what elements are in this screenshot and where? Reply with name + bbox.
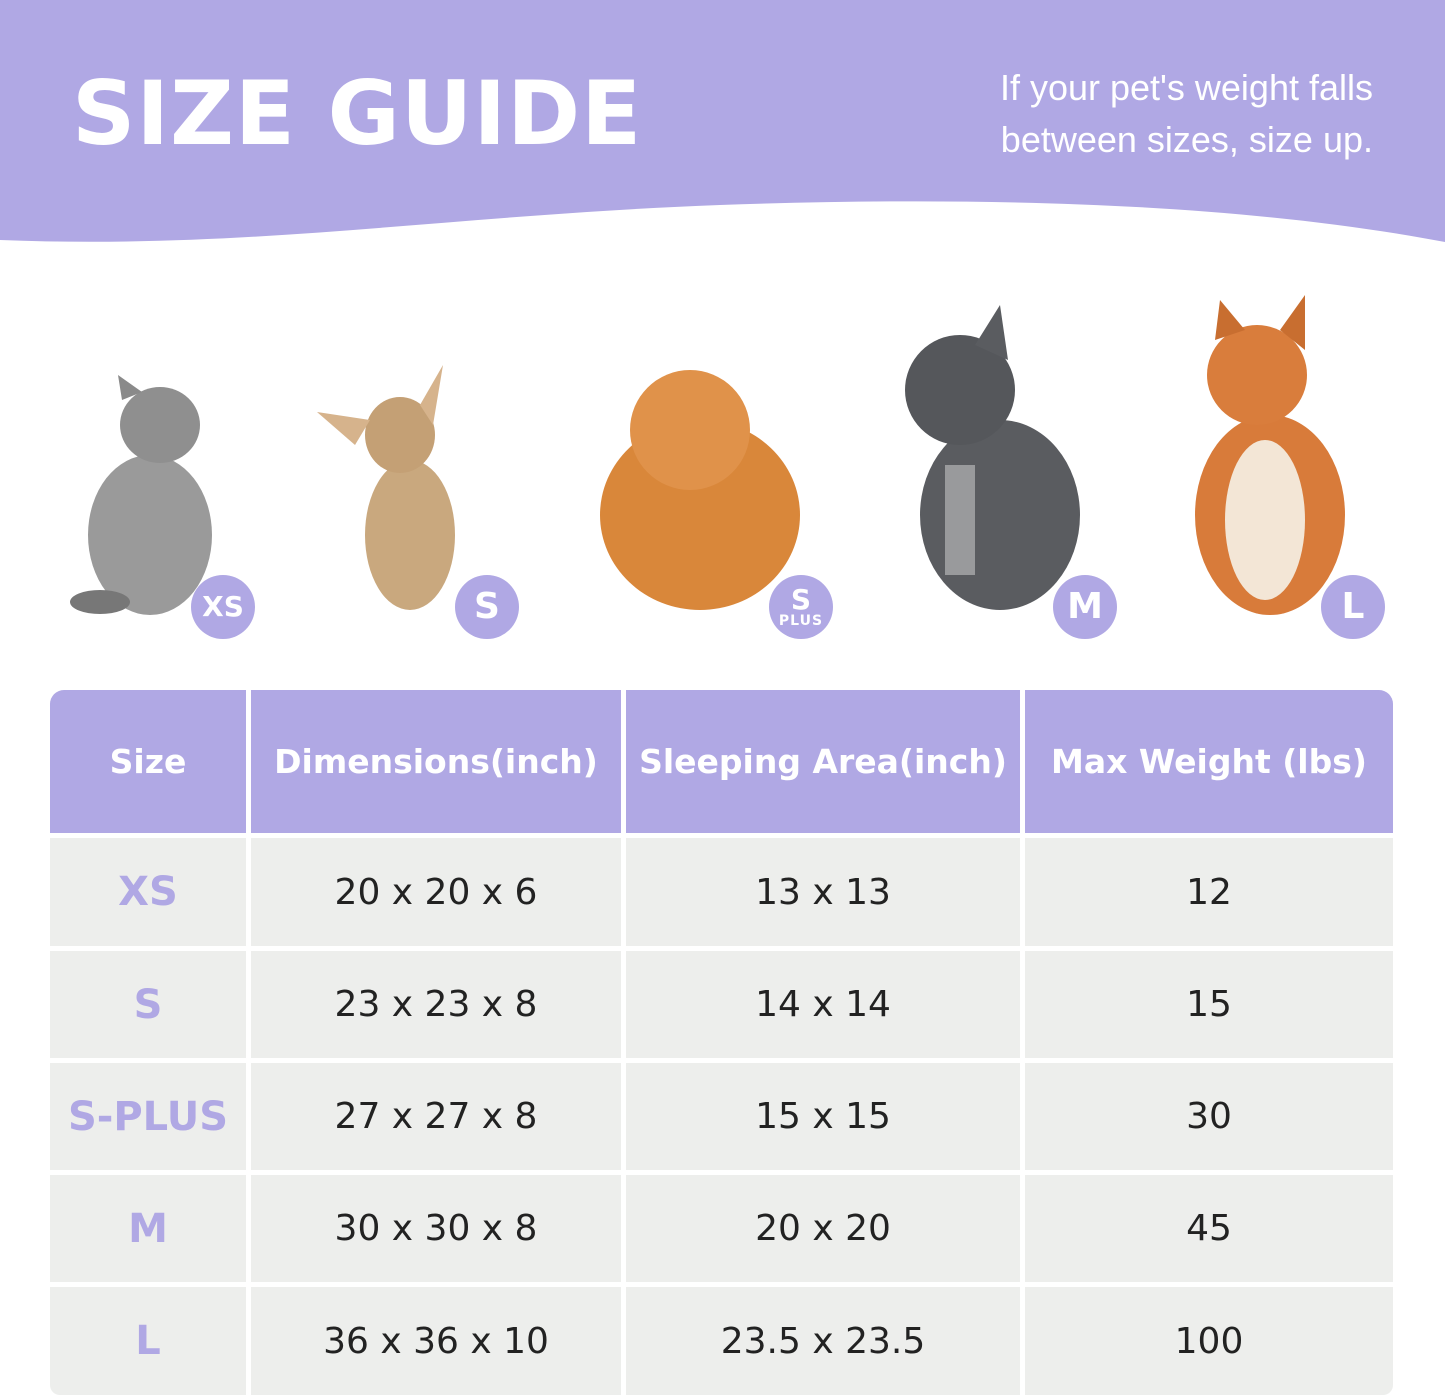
table-cell: 23.5 x 23.5 xyxy=(626,1287,1020,1395)
cat-image xyxy=(70,375,212,615)
table-cell: 12 xyxy=(1025,838,1393,946)
table-cell: 14 x 14 xyxy=(626,951,1020,1058)
size-badge-s: S xyxy=(455,575,519,639)
size-badge-l: L xyxy=(1321,575,1385,639)
note-line: between sizes, size up. xyxy=(1000,119,1373,160)
table-cell: 13 x 13 xyxy=(626,838,1020,946)
column-header: Sleeping Area(inch) xyxy=(626,690,1020,833)
size-cell: L xyxy=(50,1287,246,1395)
table-cell: 30 xyxy=(1025,1063,1393,1170)
pomeranian-image xyxy=(600,370,800,610)
table-cell: 100 xyxy=(1025,1287,1393,1395)
badge-label: XS xyxy=(202,590,244,623)
chihuahua-image xyxy=(317,365,455,610)
size-badge-s-plus: S PLUS xyxy=(769,575,833,639)
table-cell: 23 x 23 x 8 xyxy=(251,951,621,1058)
size-cell: S-PLUS xyxy=(50,1063,246,1170)
note-line: If your pet's weight falls xyxy=(999,67,1373,108)
badge-label: S xyxy=(474,586,500,627)
size-cell: M xyxy=(50,1175,246,1282)
table-cell: 45 xyxy=(1025,1175,1393,1282)
size-badge-xs: XS xyxy=(191,575,255,639)
page-title: SIZE GUIDE xyxy=(72,62,643,165)
table-cell: 15 x 15 xyxy=(626,1063,1020,1170)
table-cell: 20 x 20 x 6 xyxy=(251,838,621,946)
table-cell: 30 x 30 x 8 xyxy=(251,1175,621,1282)
badge-label: L xyxy=(1341,586,1365,627)
size-badge-m: M xyxy=(1053,575,1117,639)
table-cell: 20 x 20 xyxy=(626,1175,1020,1282)
header-banner xyxy=(0,0,1445,242)
column-header: Dimensions(inch) xyxy=(251,690,621,833)
badge-sublabel: PLUS xyxy=(778,613,824,629)
column-header: Max Weight (lbs) xyxy=(1025,690,1393,833)
badge-label: M xyxy=(1067,586,1103,627)
french-bulldog-image xyxy=(905,305,1080,610)
table-cell: 27 x 27 x 8 xyxy=(251,1063,621,1170)
column-header: Size xyxy=(50,690,246,833)
size-cell: XS xyxy=(50,838,246,946)
table-cell: 15 xyxy=(1025,951,1393,1058)
table-cell: 36 x 36 x 10 xyxy=(251,1287,621,1395)
badge-label: S xyxy=(790,583,812,616)
shiba-inu-image xyxy=(1195,295,1345,615)
size-cell: S xyxy=(50,951,246,1058)
size-note: If your pet's weight falls between sizes… xyxy=(853,62,1373,166)
